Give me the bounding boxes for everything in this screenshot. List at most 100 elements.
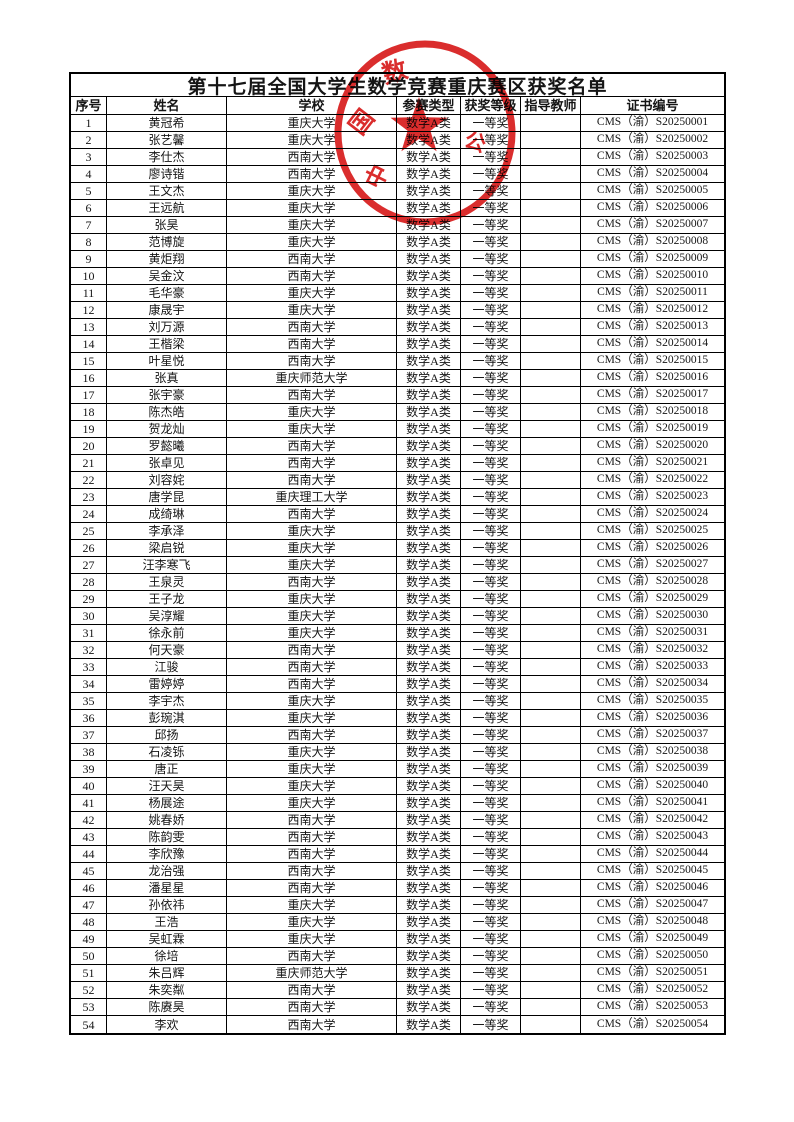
cell-school: 重庆理工大学: [227, 489, 397, 505]
cell-school: 西南大学: [227, 438, 397, 454]
cell-school: 西南大学: [227, 812, 397, 828]
cell-type: 数学A类: [397, 506, 461, 522]
cell-school: 西南大学: [227, 948, 397, 964]
cell-award: 一等奖: [461, 1016, 521, 1033]
cell-type: 数学A类: [397, 761, 461, 777]
cell-index: 4: [71, 166, 107, 182]
table-row: 41 杨展途 重庆大学 数学A类 一等奖 CMS（渝）S20250041: [71, 795, 724, 812]
cell-school: 西南大学: [227, 455, 397, 471]
cell-type: 数学A类: [397, 472, 461, 488]
cell-award: 一等奖: [461, 421, 521, 437]
cell-teacher: [521, 353, 581, 369]
cell-type: 数学A类: [397, 523, 461, 539]
cell-name: 徐培: [107, 948, 227, 964]
cell-index: 41: [71, 795, 107, 811]
table-row: 42 姚春娇 西南大学 数学A类 一等奖 CMS（渝）S20250042: [71, 812, 724, 829]
cell-type: 数学A类: [397, 659, 461, 675]
cell-teacher: [521, 387, 581, 403]
cell-school: 西南大学: [227, 149, 397, 165]
cell-cert: CMS（渝）S20250010: [596, 269, 709, 282]
cell-school: 西南大学: [227, 846, 397, 862]
cell-teacher: [521, 710, 581, 726]
cell-award: 一等奖: [461, 506, 521, 522]
cell-index: 39: [71, 761, 107, 777]
cell-name: 唐正: [107, 761, 227, 777]
cell-type: 数学A类: [397, 132, 461, 148]
cell-award: 一等奖: [461, 523, 521, 539]
cell-school: 西南大学: [227, 999, 397, 1015]
table-row: 7 张昊 重庆大学 数学A类 一等奖 CMS（渝）S20250007: [71, 217, 724, 234]
cell-name: 贺龙灿: [107, 421, 227, 437]
table-row: 1 黄冠希 重庆大学 数学A类 一等奖 CMS（渝）S20250001: [71, 115, 724, 132]
cell-teacher: [521, 914, 581, 930]
cell-teacher: [521, 778, 581, 794]
cell-index: 37: [71, 727, 107, 743]
cell-type: 数学A类: [397, 829, 461, 845]
table-row: 47 孙依祎 重庆大学 数学A类 一等奖 CMS（渝）S20250047: [71, 897, 724, 914]
cell-school: 西南大学: [227, 353, 397, 369]
cell-school: 西南大学: [227, 574, 397, 590]
cell-school: 重庆大学: [227, 591, 397, 607]
cell-cert: CMS（渝）S20250050: [596, 949, 709, 962]
cell-teacher: [521, 421, 581, 437]
cell-name: 罗懿曦: [107, 438, 227, 454]
table-row: 37 邱扬 西南大学 数学A类 一等奖 CMS（渝）S20250037: [71, 727, 724, 744]
cell-award: 一等奖: [461, 200, 521, 216]
cell-type: 数学A类: [397, 166, 461, 182]
cell-award: 一等奖: [461, 234, 521, 250]
cell-name: 陈杰皓: [107, 404, 227, 420]
cell-name: 刘万源: [107, 319, 227, 335]
cell-school: 重庆大学: [227, 302, 397, 318]
cell-cert: CMS（渝）S20250004: [596, 167, 709, 180]
award-table: 第十七届全国大学生数学竞赛重庆赛区获奖名单 序号 姓名 学校 参赛类型 获奖等级…: [69, 72, 726, 1035]
cell-cert: CMS（渝）S20250039: [596, 762, 709, 775]
cell-award: 一等奖: [461, 659, 521, 675]
cell-school: 西南大学: [227, 727, 397, 743]
cell-award: 一等奖: [461, 744, 521, 760]
cell-cert: CMS（渝）S20250038: [596, 745, 709, 758]
cell-teacher: [521, 115, 581, 131]
table-row: 6 王远航 重庆大学 数学A类 一等奖 CMS（渝）S20250006: [71, 200, 724, 217]
cell-school: 重庆师范大学: [227, 965, 397, 981]
cell-cert: CMS（渝）S20250005: [596, 184, 709, 197]
cell-teacher: [521, 183, 581, 199]
cell-type: 数学A类: [397, 965, 461, 981]
cell-index: 7: [71, 217, 107, 233]
cell-teacher: [521, 642, 581, 658]
cell-name: 李宇杰: [107, 693, 227, 709]
cell-index: 50: [71, 948, 107, 964]
cell-type: 数学A类: [397, 727, 461, 743]
header-school: 学校: [227, 97, 397, 114]
cell-name: 雷婷婷: [107, 676, 227, 692]
cell-school: 重庆大学: [227, 421, 397, 437]
cell-index: 9: [71, 251, 107, 267]
cell-teacher: [521, 931, 581, 947]
cell-cert: CMS（渝）S20250031: [596, 626, 709, 639]
cell-index: 1: [71, 115, 107, 131]
cell-name: 张宇豪: [107, 387, 227, 403]
cell-cert: CMS（渝）S20250016: [596, 371, 709, 384]
cell-name: 陈韵雯: [107, 829, 227, 845]
cell-cert: CMS（渝）S20250003: [596, 150, 709, 163]
cell-index: 53: [71, 999, 107, 1015]
cell-cert: CMS（渝）S20250008: [596, 235, 709, 248]
cell-award: 一等奖: [461, 489, 521, 505]
cell-award: 一等奖: [461, 778, 521, 794]
cell-cert: CMS（渝）S20250034: [596, 677, 709, 690]
cell-teacher: [521, 200, 581, 216]
cell-award: 一等奖: [461, 370, 521, 386]
cell-school: 重庆大学: [227, 761, 397, 777]
cell-teacher: [521, 897, 581, 913]
cell-school: 重庆大学: [227, 217, 397, 233]
cell-name: 何天豪: [107, 642, 227, 658]
cell-award: 一等奖: [461, 676, 521, 692]
cell-name: 彭琬淇: [107, 710, 227, 726]
table-row: 34 雷婷婷 西南大学 数学A类 一等奖 CMS（渝）S20250034: [71, 676, 724, 693]
cell-school: 重庆大学: [227, 897, 397, 913]
cell-cert: CMS（渝）S20250024: [596, 507, 709, 520]
cell-teacher: [521, 744, 581, 760]
table-header-row: 序号 姓名 学校 参赛类型 获奖等级 指导教师 证书编号: [71, 97, 724, 115]
table-row: 50 徐培 西南大学 数学A类 一等奖 CMS（渝）S20250050: [71, 948, 724, 965]
cell-name: 邱扬: [107, 727, 227, 743]
